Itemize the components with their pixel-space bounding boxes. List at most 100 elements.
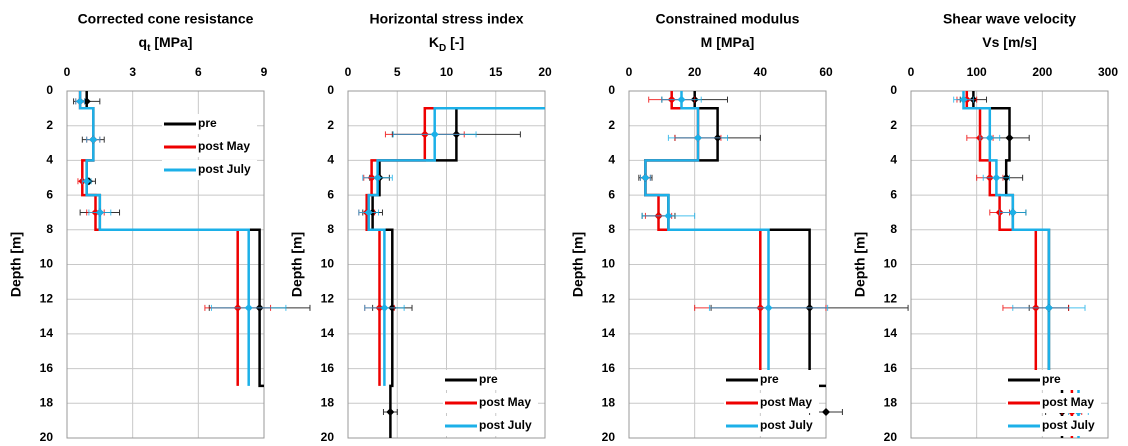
y-tick-label: 16 [602, 361, 616, 375]
point-marker [430, 130, 439, 139]
panel-title: Corrected cone resistance [78, 11, 254, 27]
legend-background [443, 393, 538, 413]
y-tick-label: 12 [40, 291, 54, 305]
y-tick-label: 6 [608, 187, 615, 201]
profile-line [644, 91, 770, 386]
y-tick-label: 8 [327, 222, 334, 236]
x-tick-label: 10 [440, 65, 454, 79]
x-axis-label-part: [-] [446, 34, 464, 50]
x-tick-label: 20 [688, 65, 702, 79]
profile-line [644, 91, 826, 388]
plot-frame [910, 90, 1109, 439]
y-tick-label: 10 [40, 257, 54, 271]
x-tick-label: 5 [394, 65, 401, 79]
y-tick-label: 6 [890, 187, 897, 201]
x-tick-label: 20 [538, 65, 552, 79]
point-marker [677, 95, 686, 104]
y-tick-label: 6 [327, 187, 334, 201]
x-tick-label: 0 [908, 65, 915, 79]
panel-title: Constrained modulus [656, 11, 800, 27]
x-tick-label: 100 [967, 65, 987, 79]
legend-label: post July [198, 162, 251, 176]
legend-label: pre [760, 372, 779, 386]
legend-background [724, 416, 819, 436]
panel: Corrected cone resistance qt [MPa] Depth [… [8, 11, 311, 444]
legend-background [162, 160, 257, 180]
point-marker [959, 95, 968, 104]
point-marker [76, 97, 85, 106]
x-tick-label: 0 [64, 65, 71, 79]
legend-background [724, 370, 819, 390]
x-tick-label: 300 [1098, 65, 1118, 79]
y-tick-label: 12 [602, 291, 616, 305]
y-tick-label: 4 [890, 153, 897, 167]
y-tick-label: 8 [890, 222, 897, 236]
legend-label: pre [198, 116, 217, 130]
legend-label: post July [760, 418, 813, 432]
x-tick-label: 200 [1032, 65, 1052, 79]
legend-label: post July [1042, 418, 1095, 432]
y-tick-label: 16 [321, 361, 335, 375]
legend-background [162, 114, 257, 134]
x-tick-label: 40 [754, 65, 768, 79]
y-axis-label: Depth [m] [289, 232, 305, 297]
x-tick-label: 9 [261, 65, 268, 79]
y-tick-label: 8 [608, 222, 615, 236]
y-tick-label: 4 [46, 153, 53, 167]
point-marker [244, 303, 253, 312]
x-axis-label-part: [MPa] [150, 34, 192, 50]
y-tick-label: 4 [608, 153, 615, 167]
y-tick-label: 0 [327, 83, 334, 97]
plot-frame [628, 90, 827, 439]
y-tick-label: 10 [884, 257, 898, 271]
legend-label: post May [479, 395, 531, 409]
y-tick-label: 0 [608, 83, 615, 97]
panel-title: Shear wave velocity [943, 11, 1076, 27]
x-tick-label: 0 [345, 65, 352, 79]
y-tick-label: 16 [884, 361, 898, 375]
y-tick-label: 18 [602, 395, 616, 409]
profile-line [78, 91, 239, 386]
y-tick-label: 6 [46, 187, 53, 201]
x-tick-label: 15 [489, 65, 503, 79]
y-tick-label: 2 [608, 118, 615, 132]
point-marker [985, 133, 994, 142]
point-marker [764, 303, 773, 312]
y-tick-label: 8 [46, 222, 53, 236]
point-marker [386, 407, 395, 416]
y-tick-label: 18 [40, 395, 54, 409]
y-tick-label: 14 [884, 326, 898, 340]
x-axis-label-part: t [147, 43, 151, 54]
x-tick-label: 60 [819, 65, 833, 79]
legend-label: pre [1042, 372, 1061, 386]
x-axis-label: Vs [m/s] [982, 34, 1036, 50]
point-marker [1005, 133, 1014, 142]
y-tick-label: 0 [890, 83, 897, 97]
legend-label: post July [479, 418, 532, 432]
y-tick-label: 20 [40, 430, 54, 444]
point-marker [992, 173, 1001, 182]
legend-background [1006, 370, 1101, 390]
y-tick-label: 20 [884, 430, 898, 444]
y-tick-label: 14 [602, 326, 616, 340]
x-tick-label: 0 [626, 65, 633, 79]
y-tick-label: 2 [327, 118, 334, 132]
y-tick-label: 12 [884, 291, 898, 305]
y-tick-label: 2 [890, 118, 897, 132]
panel-title: Horizontal stress index [369, 11, 523, 27]
y-axis-label: Depth [m] [8, 232, 24, 297]
point-marker [822, 407, 830, 416]
point-marker [380, 303, 389, 312]
y-tick-label: 18 [884, 395, 898, 409]
x-axis-label-part: Vs [m/s] [982, 34, 1036, 50]
y-axis-label: Depth [m] [570, 232, 586, 297]
x-axis-label-part: K [429, 34, 439, 50]
point-marker [1044, 303, 1053, 312]
legend-background [1006, 416, 1101, 436]
y-tick-label: 0 [46, 83, 53, 97]
y-tick-label: 2 [46, 118, 53, 132]
point-marker [82, 177, 91, 186]
